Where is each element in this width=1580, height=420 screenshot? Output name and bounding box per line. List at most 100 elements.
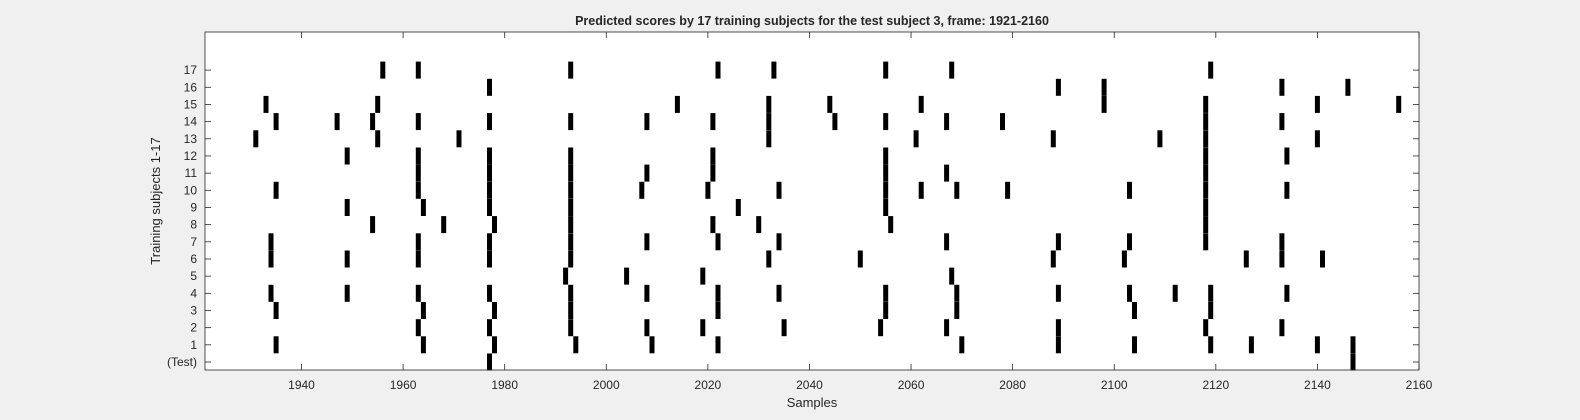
event-mark-row-14-11 <box>944 113 950 131</box>
event-mark-row-9-2 <box>487 199 492 216</box>
event-mark-row-15-5 <box>918 95 924 113</box>
x-tick-label: 2160 <box>1406 378 1433 392</box>
event-mark-row-15-4 <box>827 95 833 113</box>
event-mark-row-14-12 <box>1000 113 1005 131</box>
event-mark-row-8-2 <box>492 216 497 234</box>
event-mark-row-9-5 <box>883 199 889 216</box>
event-mark-row-4-6 <box>715 284 721 302</box>
event-mark-row-0-0 <box>487 353 492 371</box>
event-mark-row-15-0 <box>263 95 269 113</box>
y-tick-label: 7 <box>190 235 197 249</box>
event-mark-row-14-3 <box>415 113 421 131</box>
x-tick-label: 2000 <box>593 378 620 392</box>
event-mark-row-10-9 <box>954 181 960 199</box>
x-tick-label: 2040 <box>796 378 823 392</box>
event-mark-row-2-2 <box>568 319 574 337</box>
event-mark-row-1-6 <box>959 336 965 354</box>
event-mark-row-14-7 <box>710 113 716 131</box>
event-mark-row-4-11 <box>1127 284 1132 302</box>
y-tick-label: 9 <box>190 200 197 214</box>
event-mark-row-15-3 <box>766 95 772 113</box>
event-mark-row-13-0 <box>253 130 259 148</box>
event-mark-row-12-3 <box>568 147 574 165</box>
event-mark-row-15-7 <box>1203 95 1209 113</box>
event-mark-row-1-3 <box>573 336 579 354</box>
plot-area <box>205 32 1419 370</box>
event-mark-row-7-0 <box>268 233 274 251</box>
event-marks <box>253 61 1402 371</box>
event-mark-row-6-6 <box>857 250 863 268</box>
event-mark-row-14-13 <box>1203 113 1209 131</box>
x-tick-label: 2100 <box>1101 378 1128 392</box>
x-axis-label: Samples <box>787 395 838 410</box>
event-mark-row-17-4 <box>771 61 777 79</box>
event-mark-row-17-0 <box>380 61 386 79</box>
y-tick-label: 10 <box>184 183 198 197</box>
event-mark-row-17-7 <box>1208 61 1214 79</box>
event-mark-row-9-1 <box>420 199 426 216</box>
event-mark-row-4-2 <box>415 284 421 302</box>
event-mark-row-12-1 <box>415 147 421 165</box>
event-mark-row-10-12 <box>1203 181 1209 199</box>
event-mark-row-6-8 <box>1121 250 1127 268</box>
event-mark-row-14-6 <box>644 113 650 131</box>
event-mark-row-1-8 <box>1132 336 1137 354</box>
y-tick-label: 15 <box>184 97 198 111</box>
event-mark-row-8-5 <box>756 216 762 234</box>
event-mark-row-5-3 <box>949 267 955 285</box>
event-mark-row-5-1 <box>624 267 630 285</box>
event-mark-row-4-5 <box>644 284 650 302</box>
event-mark-row-13-8 <box>1314 130 1320 148</box>
event-mark-row-16-1 <box>1055 78 1061 96</box>
event-mark-row-3-1 <box>420 302 426 319</box>
event-mark-row-10-2 <box>487 181 492 199</box>
event-mark-row-10-10 <box>1005 181 1011 199</box>
event-mark-row-15-8 <box>1314 95 1320 113</box>
event-mark-row-11-4 <box>710 164 716 182</box>
event-mark-row-1-1 <box>420 336 426 354</box>
event-mark-row-16-3 <box>1279 78 1285 96</box>
event-mark-row-7-5 <box>715 233 721 251</box>
event-mark-row-1-0 <box>273 336 279 354</box>
y-axis-label: Training subjects 1-17 <box>148 137 163 264</box>
event-mark-row-15-9 <box>1396 95 1402 113</box>
event-mark-row-11-5 <box>883 164 889 182</box>
event-mark-row-6-11 <box>1320 250 1325 268</box>
event-mark-row-17-6 <box>949 61 955 79</box>
event-mark-row-4-12 <box>1172 284 1178 302</box>
event-mark-row-7-11 <box>1279 233 1285 251</box>
event-mark-row-3-0 <box>273 302 279 319</box>
event-mark-row-2-8 <box>1055 319 1061 337</box>
event-mark-row-9-0 <box>344 199 350 216</box>
event-mark-row-4-4 <box>568 284 574 302</box>
event-mark-row-10-11 <box>1127 181 1132 199</box>
event-mark-row-2-9 <box>1203 319 1209 337</box>
event-mark-row-16-4 <box>1345 78 1351 96</box>
event-mark-row-10-13 <box>1284 181 1290 199</box>
event-mark-row-7-7 <box>944 233 950 251</box>
event-mark-row-10-1 <box>415 181 421 199</box>
event-mark-row-2-1 <box>487 319 492 337</box>
event-mark-row-13-4 <box>913 130 919 148</box>
event-mark-row-9-6 <box>1203 199 1209 216</box>
y-tick-label: 3 <box>190 303 197 317</box>
event-mark-row-4-7 <box>776 284 782 302</box>
event-mark-row-15-1 <box>375 95 381 113</box>
event-mark-row-4-10 <box>1055 284 1061 302</box>
event-mark-row-3-3 <box>568 302 574 319</box>
event-mark-row-3-7 <box>1132 302 1137 319</box>
event-mark-row-4-9 <box>954 284 960 302</box>
event-mark-row-17-3 <box>715 61 721 79</box>
event-mark-row-17-2 <box>568 61 574 79</box>
x-tick-label: 1980 <box>491 378 518 392</box>
event-mark-row-4-8 <box>883 284 889 302</box>
event-mark-row-3-8 <box>1208 302 1214 319</box>
event-mark-row-15-6 <box>1101 95 1107 113</box>
y-tick-label: 5 <box>190 269 197 283</box>
event-mark-row-7-4 <box>644 233 650 251</box>
event-mark-row-14-8 <box>766 113 772 131</box>
event-mark-row-12-5 <box>883 147 889 165</box>
x-tick-label: 1940 <box>288 378 315 392</box>
event-mark-row-17-5 <box>883 61 889 79</box>
